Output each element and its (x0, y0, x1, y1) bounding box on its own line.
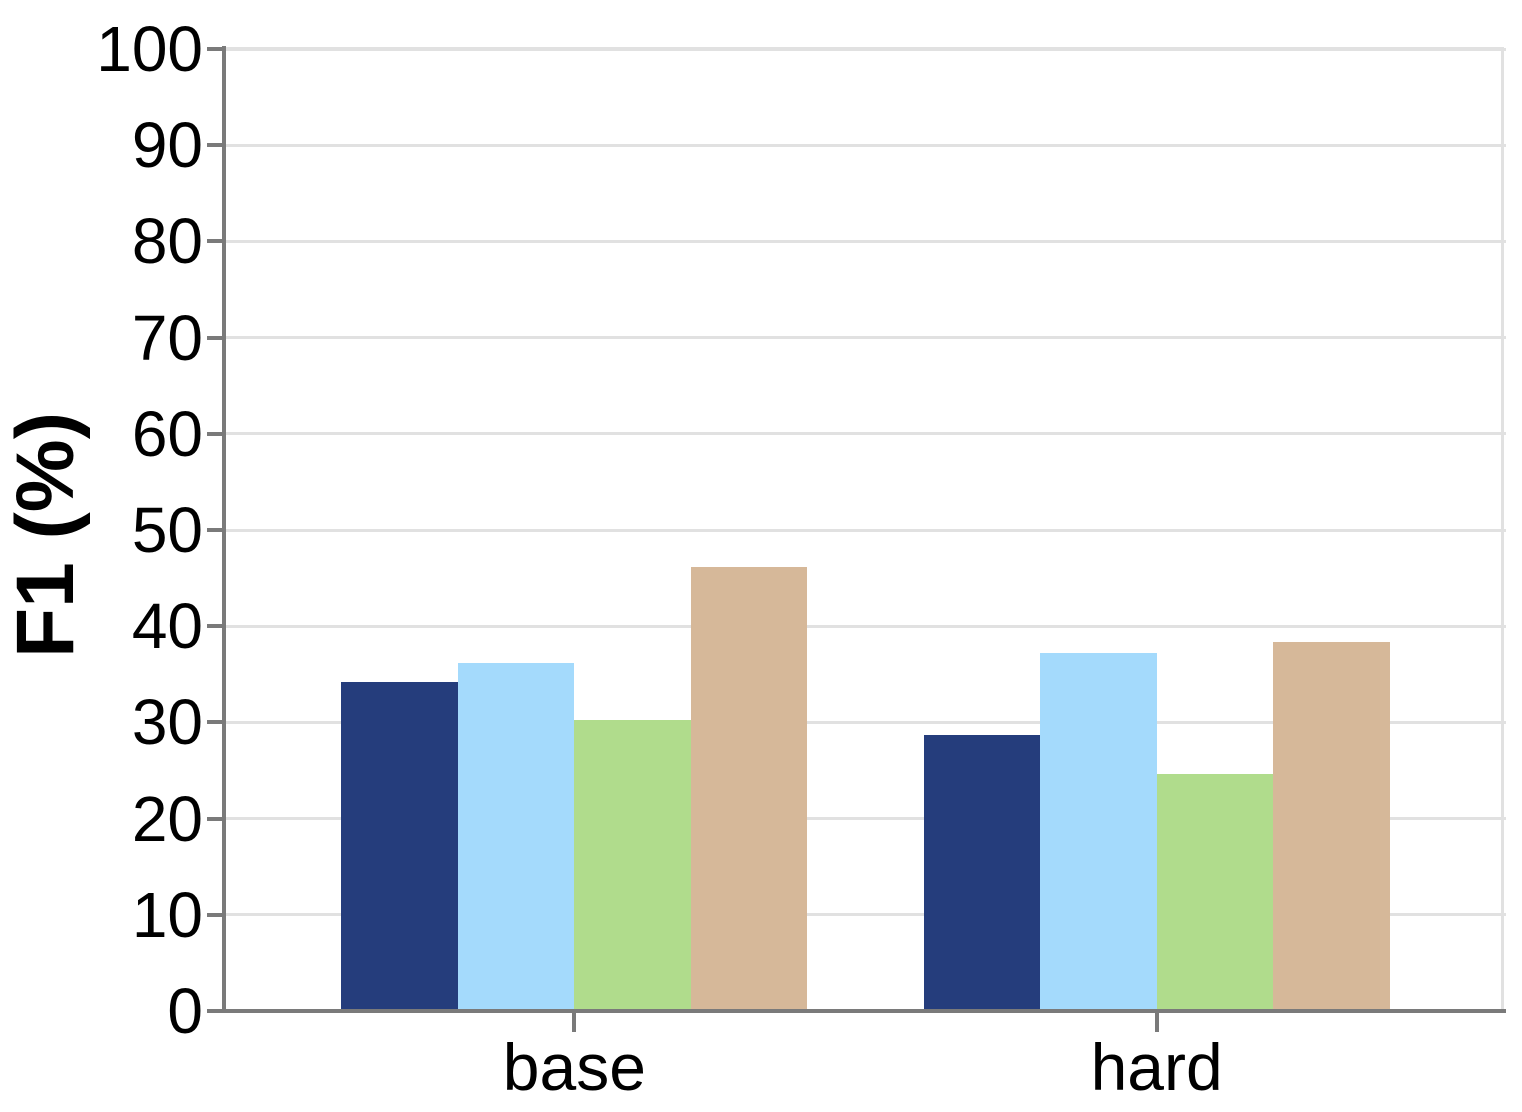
y-gridline-10 (225, 913, 1506, 917)
y-gridline-100 (225, 47, 1506, 51)
y-tick-20 (207, 816, 225, 821)
bar-navy-bars-base (341, 681, 458, 1011)
y-gridline-40 (225, 624, 1506, 628)
y-tick-0 (207, 1009, 225, 1013)
bar-navy-bars-hard (923, 734, 1041, 1011)
y-tick-80 (207, 239, 225, 244)
bar-tan-bars-hard (1273, 641, 1390, 1011)
x-tick-label-hard: hard (1090, 1030, 1223, 1104)
y-tick-label-80: 80 (131, 205, 203, 278)
x-tick-hard (1154, 1011, 1159, 1032)
x-tick-label-base: base (502, 1030, 646, 1104)
y-tick-40 (207, 624, 225, 629)
y-gridline-70 (225, 336, 1506, 340)
y-tick-label-60: 60 (131, 397, 203, 470)
y-gridline-90 (225, 143, 1506, 147)
y-gridline-30 (225, 720, 1506, 724)
x-tick-base (572, 1011, 577, 1032)
y-tick-50 (207, 528, 225, 532)
bar-light-blue-bars-hard (1040, 653, 1157, 1011)
y-gridline-60 (225, 432, 1506, 436)
bar-tan-bars-base (690, 566, 808, 1011)
bar-green-bars-hard (1156, 774, 1274, 1011)
y-tick-label-70: 70 (131, 301, 203, 374)
y-tick-label-10: 10 (131, 878, 203, 951)
y-tick-label-30: 30 (131, 686, 203, 759)
y-tick-100 (207, 47, 225, 51)
y-tick-90 (207, 143, 225, 148)
y-tick-60 (207, 431, 225, 436)
y-tick-label-20: 20 (131, 782, 203, 855)
y-tick-70 (207, 335, 225, 340)
y-tick-label-0: 0 (167, 975, 203, 1047)
y-gridline-20 (225, 817, 1506, 821)
y-tick-30 (207, 720, 225, 725)
y-tick-label-90: 90 (131, 109, 203, 182)
y-gridline-50 (225, 528, 1506, 532)
y-tick-10 (207, 912, 225, 917)
bar-light-blue-bars-base (457, 662, 575, 1011)
bar-green-bars-base (574, 720, 691, 1011)
y-tick-label-100: 100 (96, 13, 203, 85)
x-axis-spine (222, 1009, 1506, 1013)
y-gridline-80 (225, 239, 1506, 243)
y-tick-label-40: 40 (131, 590, 203, 663)
y-tick-label-50: 50 (131, 494, 203, 566)
